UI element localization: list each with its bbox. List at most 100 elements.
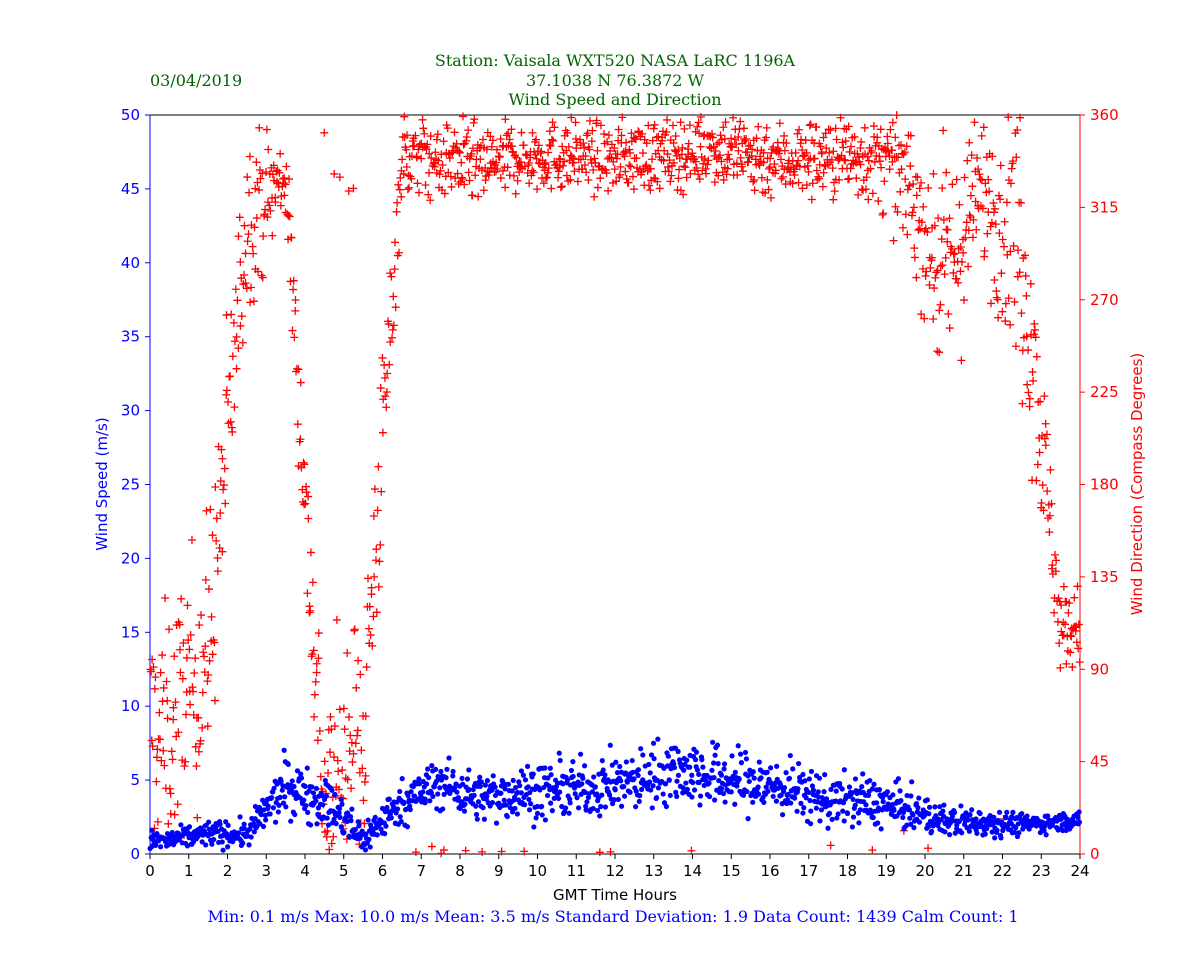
direction-point	[471, 171, 480, 180]
speed-point	[687, 764, 693, 770]
direction-point	[388, 333, 397, 342]
direction-point	[969, 215, 978, 224]
speed-point	[974, 830, 980, 836]
direction-point	[589, 165, 598, 174]
direction-point	[294, 365, 303, 374]
speed-point	[863, 802, 869, 808]
direction-point	[691, 157, 700, 166]
direction-point	[554, 167, 563, 176]
speed-point	[891, 807, 897, 813]
direction-point	[729, 113, 738, 122]
speed-point	[924, 797, 930, 803]
speed-point	[803, 795, 809, 801]
direction-point	[425, 149, 434, 158]
direction-point	[285, 175, 294, 184]
direction-point	[509, 171, 518, 180]
direction-point	[457, 173, 466, 182]
direction-point	[364, 574, 373, 583]
x-tick-label: 11	[567, 862, 586, 880]
direction-point	[180, 761, 189, 770]
direction-point	[860, 123, 869, 132]
speed-point	[913, 801, 920, 807]
direction-point	[728, 142, 737, 151]
direction-point	[692, 164, 701, 173]
direction-point	[644, 121, 653, 130]
direction-point	[964, 226, 973, 235]
direction-point	[754, 122, 763, 131]
direction-point	[453, 169, 462, 178]
direction-point	[770, 160, 779, 169]
speed-point	[816, 775, 823, 781]
speed-point	[591, 774, 597, 780]
speed-point	[269, 795, 275, 801]
direction-point	[826, 126, 835, 135]
direction-point	[439, 137, 448, 146]
direction-point	[687, 846, 696, 855]
direction-point	[675, 165, 684, 174]
direction-point	[1056, 663, 1065, 672]
direction-point	[794, 156, 803, 165]
direction-point	[347, 738, 356, 747]
direction-point	[883, 139, 892, 148]
speed-point	[211, 836, 217, 843]
direction-point	[211, 482, 220, 491]
direction-point	[804, 156, 813, 165]
direction-point	[640, 135, 649, 144]
direction-point	[889, 236, 898, 245]
direction-point	[682, 173, 691, 182]
speed-point	[518, 768, 525, 774]
direction-point	[1015, 268, 1024, 277]
speed-point	[690, 779, 696, 786]
direction-point	[210, 638, 219, 647]
direction-point	[545, 127, 554, 136]
direction-point	[696, 142, 705, 151]
direction-point	[314, 629, 323, 638]
direction-point	[422, 145, 431, 154]
speed-point	[885, 801, 891, 807]
direction-point	[196, 736, 205, 745]
speed-point	[398, 818, 404, 825]
direction-point	[835, 175, 844, 184]
direction-point	[961, 233, 970, 242]
direction-point	[184, 636, 193, 645]
direction-point	[291, 296, 300, 305]
direction-point	[479, 186, 488, 195]
speed-point	[372, 814, 378, 820]
direction-point	[766, 154, 775, 163]
direction-point	[457, 158, 466, 167]
speed-point	[764, 769, 770, 775]
direction-point	[424, 190, 433, 199]
direction-point	[320, 128, 329, 137]
direction-point	[905, 181, 914, 190]
direction-point	[972, 225, 981, 234]
direction-point	[774, 145, 783, 154]
direction-point	[229, 318, 238, 327]
direction-point	[216, 477, 225, 486]
x-axis-label: GMT Time Hours	[553, 886, 677, 904]
y2-axis-ticks: 0 45 90 135 180 225 270 315 360	[1080, 106, 1119, 863]
direction-point	[230, 403, 239, 412]
x-tick-label: 21	[954, 862, 973, 880]
speed-point	[288, 818, 294, 824]
speed-point	[1016, 830, 1022, 836]
direction-point	[986, 222, 995, 231]
direction-point	[495, 152, 504, 161]
speed-point	[813, 805, 819, 811]
direction-point	[873, 133, 882, 142]
direction-point	[699, 159, 708, 168]
x-tick-label: 1	[184, 862, 194, 880]
speed-point	[822, 772, 828, 778]
speed-point	[926, 804, 933, 810]
speed-point	[655, 785, 662, 791]
direction-point	[335, 173, 344, 182]
direction-point	[676, 186, 685, 195]
direction-point	[314, 654, 323, 663]
direction-point	[1070, 593, 1079, 602]
stats-line: Min: 0.1 m/s Max: 10.0 m/s Mean: 3.5 m/s…	[207, 907, 1018, 926]
speed-point	[673, 789, 679, 795]
speed-point	[401, 799, 407, 805]
speed-point	[865, 792, 872, 798]
speed-point	[951, 809, 958, 816]
direction-point	[470, 115, 479, 124]
direction-point	[222, 390, 231, 399]
